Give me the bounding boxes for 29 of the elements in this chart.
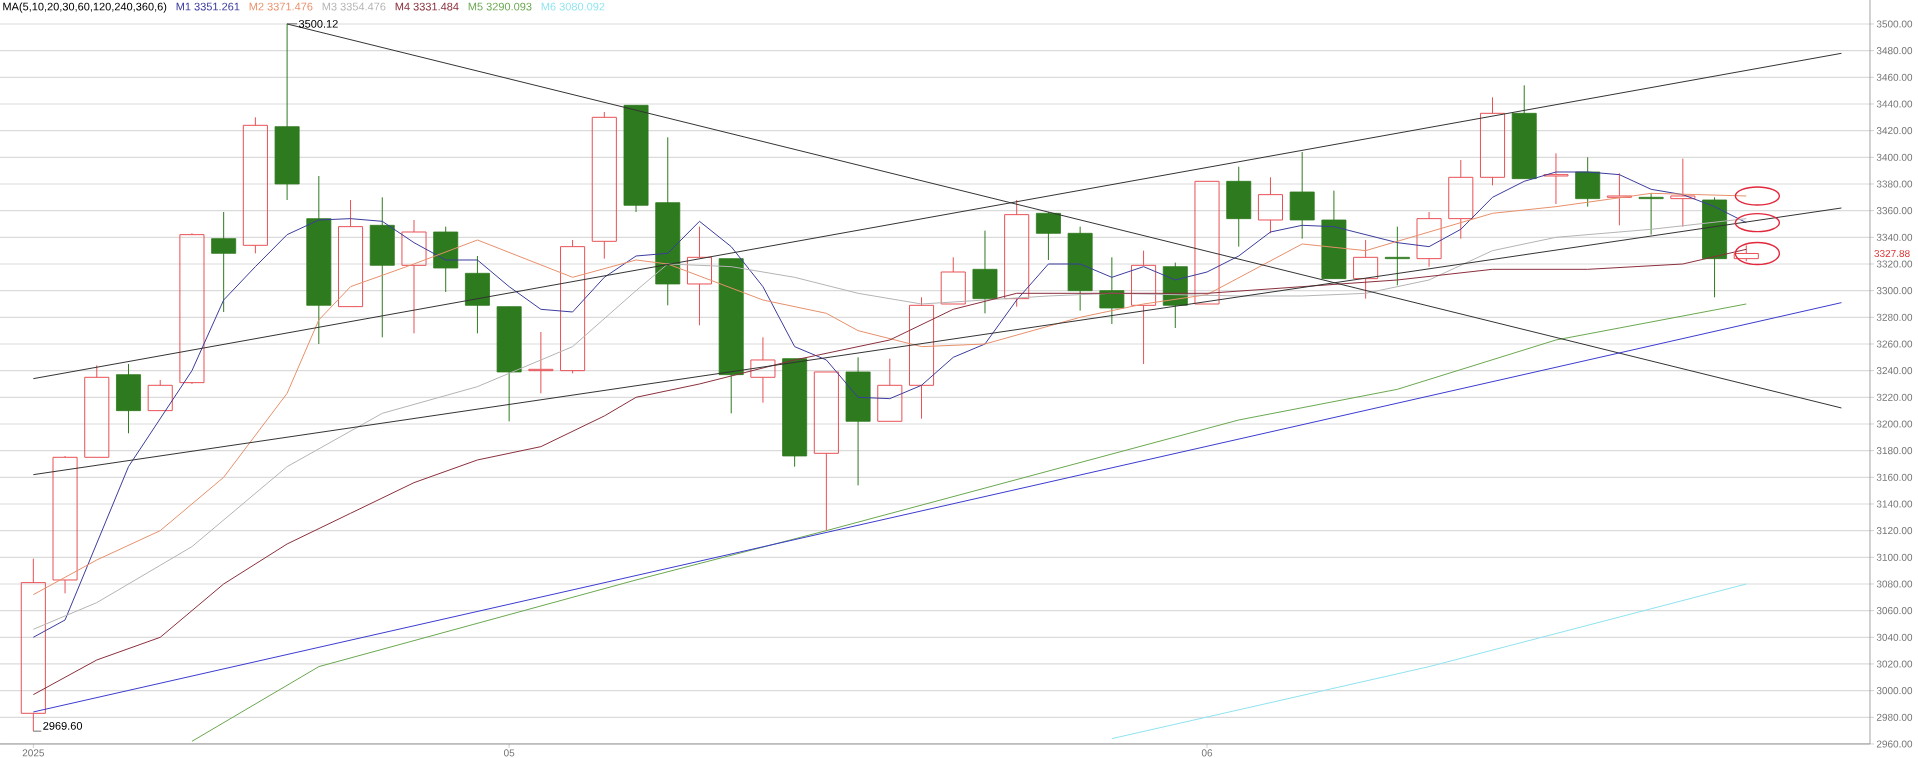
candlestick: [1353, 239, 1379, 300]
line-series: [191, 303, 1747, 742]
candlestick: [1638, 192, 1664, 236]
candlestick: [1543, 152, 1569, 205]
candlestick: [20, 558, 46, 732]
candlestick: [591, 111, 617, 260]
candlestick: [433, 226, 459, 293]
candlestick: [750, 336, 776, 404]
candlestick: [1448, 159, 1474, 240]
candlestick: [179, 234, 205, 384]
candlestick: [1289, 151, 1315, 240]
candlestick: [464, 255, 490, 334]
candlestick: [1035, 211, 1061, 261]
candlestick: [369, 196, 395, 338]
candlestick: [1606, 172, 1632, 226]
candlestick: [686, 226, 713, 326]
candlestick: [1131, 250, 1157, 365]
candlestick: [1384, 226, 1410, 286]
candlestick: [972, 230, 998, 314]
candlestick: [116, 363, 141, 434]
candlestick: [528, 331, 554, 394]
candlestick: [1670, 158, 1696, 228]
candlestick: [1226, 166, 1252, 248]
candlestick: [401, 219, 427, 334]
candlestick: [1099, 256, 1125, 325]
candlestick: [52, 456, 78, 594]
candlestick: [1575, 156, 1601, 208]
candlestick: [211, 211, 237, 313]
candlestick: [1416, 211, 1442, 268]
